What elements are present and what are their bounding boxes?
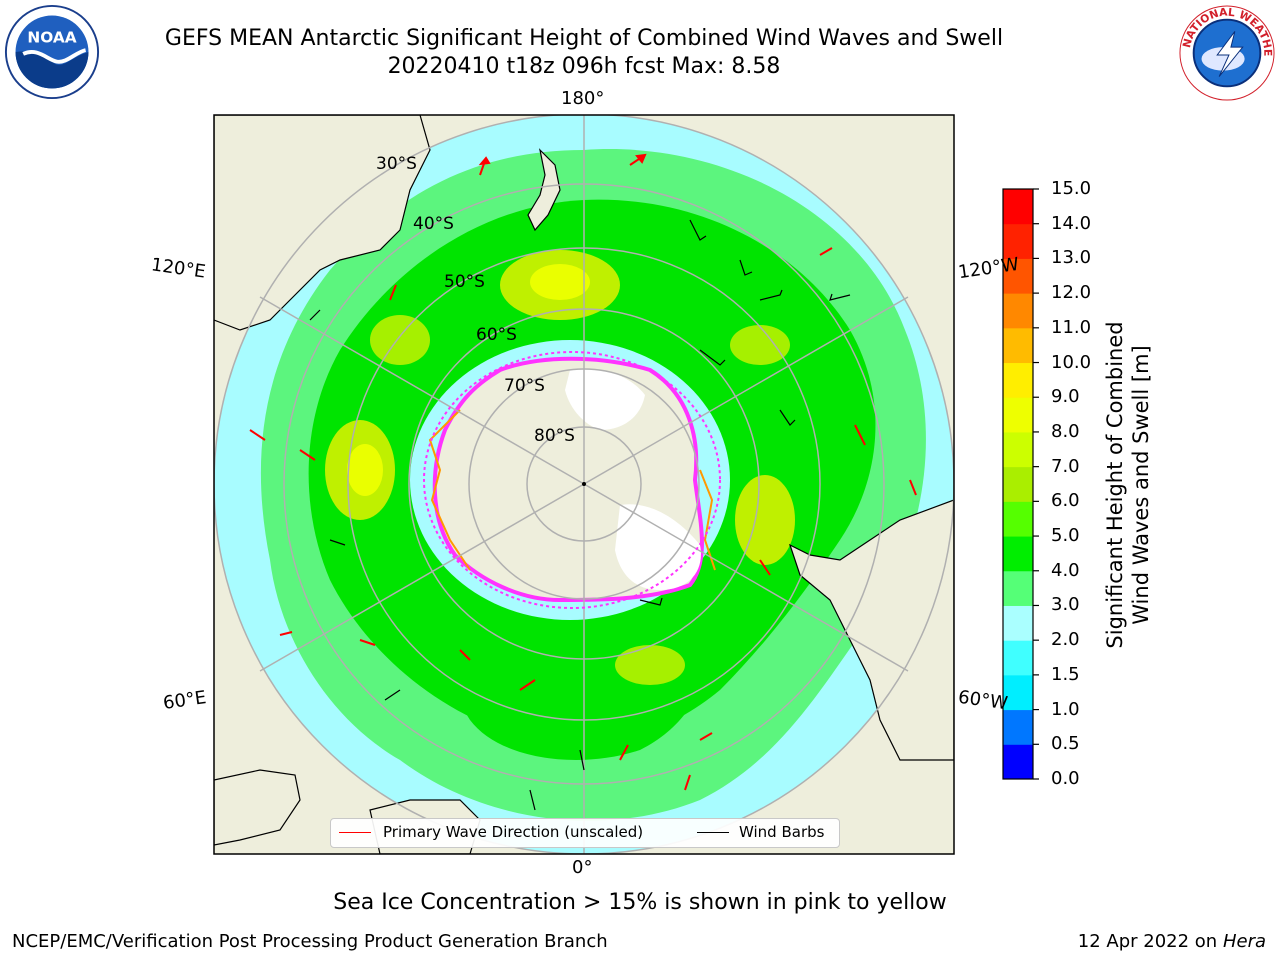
colorbar-tick-label: 9.0 xyxy=(1051,386,1080,408)
graticule xyxy=(214,115,954,854)
sea-ice-edge xyxy=(423,351,721,609)
legend-wind-barbs: Wind Barbs xyxy=(739,823,825,841)
latitude-labels: 30°S 40°S 50°S 60°S 70°S 80°S xyxy=(376,154,575,446)
colorbar-segment xyxy=(1003,293,1033,329)
colorbar-tick-label: 2.0 xyxy=(1051,629,1080,651)
colorbar-tick-label: 5.0 xyxy=(1051,525,1080,547)
svg-text:60°S: 60°S xyxy=(476,325,517,345)
svg-text:80°S: 80°S xyxy=(534,426,575,446)
colorbar-frame xyxy=(1002,188,1034,780)
colorbar-tick-label: 13.0 xyxy=(1051,247,1092,269)
lon-label-180: 180° xyxy=(561,88,605,109)
colorbar-segment xyxy=(1003,501,1033,537)
colorbar-segment xyxy=(1003,223,1033,259)
colorbar-segment xyxy=(1003,189,1033,225)
colorbar-segment xyxy=(1003,709,1033,745)
colorbar-segment xyxy=(1003,327,1033,364)
wave-direction-arrows xyxy=(249,153,917,791)
africa-landmass xyxy=(214,769,301,846)
weddell-ice-shelf xyxy=(615,504,701,590)
wind-barb-swatch xyxy=(697,832,729,833)
colorbar-tick-label: 12.0 xyxy=(1051,282,1092,304)
colorbar-segment xyxy=(1003,640,1033,676)
lon-label-0: 0° xyxy=(572,857,593,878)
colorbar-tick-label: 1.0 xyxy=(1051,698,1080,720)
legend-wave-direction: Primary Wave Direction (unscaled) xyxy=(383,823,644,841)
colorbar-tick-label: 3.0 xyxy=(1051,594,1080,616)
colorbar-segment xyxy=(1003,674,1033,711)
south-america-landmass xyxy=(788,499,954,761)
colorbar-segment xyxy=(1003,605,1033,641)
new-zealand xyxy=(527,148,561,232)
footer-date: 12 Apr 2022 on Hera xyxy=(1077,931,1266,952)
colorbar-tick-label: 0.0 xyxy=(1051,768,1080,789)
colorbar-tick-label: 10.0 xyxy=(1051,351,1092,373)
colorbar-segment xyxy=(1003,536,1033,572)
colorbar-tick-label: 1.5 xyxy=(1051,663,1080,685)
colorbar-segment xyxy=(1003,431,1033,468)
colorbar-segment xyxy=(1003,362,1033,398)
noaa-logo: NOAA xyxy=(4,4,100,100)
colorbar-tick-label: 4.0 xyxy=(1051,559,1080,581)
map-subtitle: 20220410 t18z 096h fcst Max: 8.58 xyxy=(387,54,781,79)
wave-direction-swatch xyxy=(339,832,371,833)
nws-logo: NATIONAL WEATHER SERVICE xyxy=(1178,4,1275,101)
svg-text:40°S: 40°S xyxy=(413,214,454,234)
colorbar-tick-label: 14.0 xyxy=(1051,212,1092,234)
colorbar-segment xyxy=(1003,744,1033,780)
colorbar-segment xyxy=(1003,258,1033,294)
colorbar-tick-label: 7.0 xyxy=(1051,455,1080,477)
colorbar-segment xyxy=(1003,397,1033,433)
colorbar-title: Significant Height of Combined Wind Wave… xyxy=(1103,321,1153,649)
svg-text:30°S: 30°S xyxy=(376,154,417,174)
svg-text:70°S: 70°S xyxy=(504,376,545,396)
colorbar-tick-label: 0.5 xyxy=(1051,733,1080,755)
ross-ice-shelf xyxy=(565,368,645,430)
colorbar-tick-label: 8.0 xyxy=(1051,420,1080,442)
colorbar-segment xyxy=(1003,466,1033,502)
map-frame xyxy=(213,114,955,855)
colorbar-tick-label: 6.0 xyxy=(1051,490,1080,512)
colorbar-segment xyxy=(1003,570,1033,606)
map-legend: Primary Wave Direction (unscaled) Wind B… xyxy=(330,818,840,848)
colorbar-tick-label: 11.0 xyxy=(1051,316,1092,338)
footer-credit: NCEP/EMC/Verification Post Processing Pr… xyxy=(12,931,608,952)
sea-ice-note: Sea Ice Concentration > 15% is shown in … xyxy=(333,890,947,915)
svg-text:NOAA: NOAA xyxy=(27,28,76,46)
map-title: GEFS MEAN Antarctic Significant Height o… xyxy=(164,26,1004,51)
colorbar xyxy=(1002,188,1039,780)
svg-text:50°S: 50°S xyxy=(444,272,485,292)
colorbar-tick-label: 15.0 xyxy=(1051,178,1092,199)
wind-barbs xyxy=(309,219,851,811)
